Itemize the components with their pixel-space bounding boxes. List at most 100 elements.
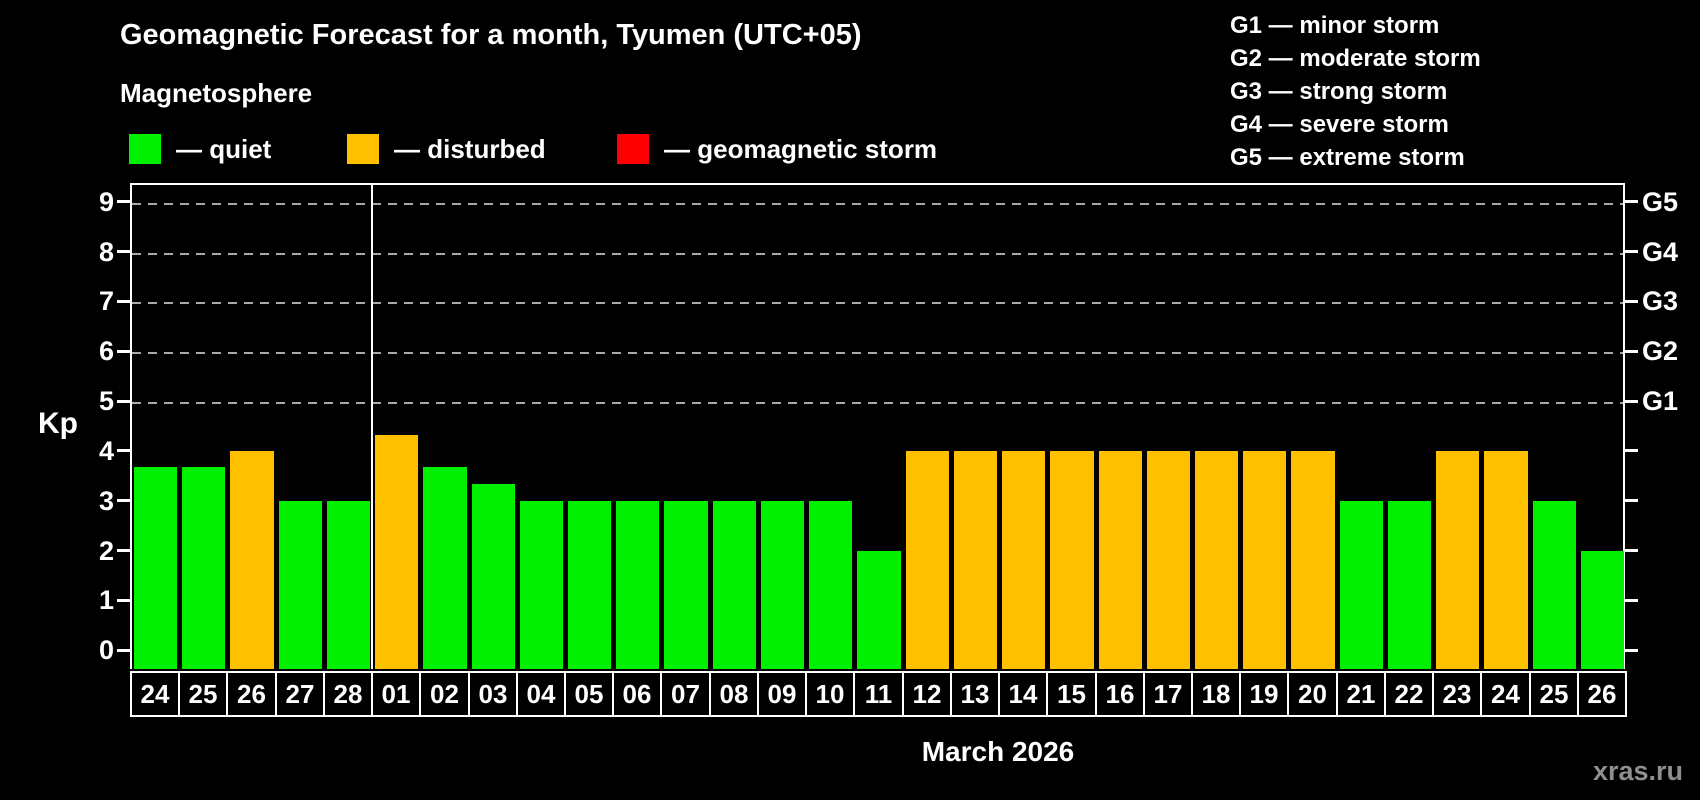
right-tick-kp9 (1625, 200, 1638, 204)
ytick-label-7: 7 (98, 286, 114, 317)
ytick-label-2: 2 (98, 535, 114, 566)
watermark: xras.ru (1592, 756, 1683, 786)
kp-bar-day-28 (327, 500, 370, 669)
left-tick-kp2 (117, 549, 130, 553)
kp-bar-day-10 (809, 500, 852, 669)
right-tick-kp1 (1625, 598, 1638, 602)
kp-bar-day-13 (954, 450, 997, 669)
month-label: March 2026 (921, 736, 1075, 767)
kp-bar-day-05 (568, 500, 611, 669)
date-cell-feb-27: 27 (275, 671, 325, 717)
kp-bar-day-04 (520, 500, 563, 669)
date-cell-mar-18: 18 (1191, 671, 1241, 717)
left-tick-kp8 (117, 250, 130, 254)
kp-bar-day-25 (1533, 500, 1576, 669)
storm-scale-line-g1: G1 — minor storm (1230, 12, 1440, 39)
date-axis-row: 24 25 26 27 28 01 02 03 04 05 06 07 08 09 10 11 12 13 14 15… (130, 671, 1629, 717)
gaxis-label-g5: G5 (1642, 186, 1679, 217)
gridline-kp7 (132, 302, 1623, 305)
date-cell-mar-23: 23 (1432, 671, 1482, 717)
date-cell-feb-26: 26 (226, 671, 277, 717)
date-cell-mar-11: 11 (853, 671, 904, 717)
kp-bar-day-23 (1436, 450, 1479, 669)
left-tick-kp1 (117, 598, 130, 602)
kp-bar-day-11 (857, 550, 901, 669)
date-cell-feb-24: 24 (130, 671, 180, 717)
chart-title: Geomagnetic Forecast for a month, Tyumen… (120, 19, 862, 51)
kp-bar-day-20 (1291, 450, 1335, 669)
date-cell-mar-05: 05 (564, 671, 614, 717)
date-cell-mar-12: 12 (902, 671, 952, 717)
left-tick-kp9 (117, 200, 130, 204)
kp-bar-day-06 (616, 500, 659, 669)
magnetosphere-subtitle: Magnetosphere (120, 78, 313, 108)
storm-scale-line-g4: G4 — severe storm (1230, 111, 1449, 138)
gridline-kp8 (132, 252, 1623, 255)
disturbed-color-swatch (347, 134, 379, 164)
legend-label-disturbed: — disturbed (394, 133, 546, 164)
kp-bar-day-22 (1388, 500, 1431, 669)
date-cell-mar-15: 15 (1046, 671, 1097, 717)
kp-bar-day-16 (1099, 450, 1142, 669)
right-tick-kp0 (1625, 648, 1638, 652)
gaxis-label-g1: G1 (1642, 386, 1679, 417)
ytick-label-4: 4 (98, 435, 114, 466)
storm-scale-line-g2: G2 — moderate storm (1230, 45, 1481, 72)
gridline-kp5 (132, 402, 1623, 405)
ytick-label-6: 6 (98, 336, 114, 367)
date-cell-mar-19: 19 (1239, 671, 1289, 717)
date-cell-mar-17: 17 (1143, 671, 1193, 717)
right-tick-kp4 (1625, 449, 1638, 453)
date-cell-mar-21: 21 (1336, 671, 1386, 717)
date-cell-mar-03: 03 (468, 671, 518, 717)
kp-bar-day-24 (1484, 450, 1528, 669)
kp-bar-day-02 (423, 467, 467, 669)
quiet-color-swatch (129, 134, 161, 164)
legend-label-quiet: — quiet (176, 133, 272, 164)
kp-bar-day-03 (472, 484, 515, 669)
ytick-label-9: 9 (98, 186, 114, 217)
right-tick-kp7 (1625, 299, 1638, 303)
month-separator-line (371, 185, 374, 669)
kp-bar-day-01 (375, 434, 418, 669)
kp-bar-day-17 (1147, 450, 1190, 669)
kp-bar-day-26 (230, 450, 274, 669)
kp-bar-day-26 (1581, 550, 1624, 669)
ytick-label-8: 8 (98, 236, 114, 267)
gaxis-label-g4: G4 (1642, 236, 1679, 267)
left-tick-kp3 (117, 499, 130, 503)
date-cell-mar-16: 16 (1095, 671, 1145, 717)
kp-bar-day-08 (713, 500, 756, 669)
legend-item-storm: — geomagnetic storm (617, 133, 937, 165)
gaxis-label-g3: G3 (1642, 286, 1679, 317)
date-cell-mar-08: 08 (709, 671, 759, 717)
date-cell-mar-13: 13 (950, 671, 1000, 717)
left-tick-kp4 (117, 449, 130, 453)
kp-bar-day-25 (182, 467, 225, 669)
kp-bar-day-19 (1243, 450, 1286, 669)
kp-bar-day-07 (664, 500, 708, 669)
ytick-label-0: 0 (98, 635, 114, 666)
storm-scale-line-g3: G3 — strong storm (1230, 78, 1448, 105)
date-cell-mar-06: 06 (612, 671, 662, 717)
date-cell-mar-26: 26 (1577, 671, 1627, 717)
kp-bar-day-21 (1340, 500, 1383, 669)
legend-label-storm: — geomagnetic storm (664, 133, 938, 164)
right-tick-kp6 (1625, 349, 1638, 353)
left-tick-kp5 (117, 399, 130, 403)
storm-scale-line-g5: G5 — extreme storm (1230, 144, 1465, 171)
left-tick-kp7 (117, 299, 130, 303)
kp-bar-day-14 (1002, 450, 1045, 669)
kp-bar-chart-plot-area (130, 183, 1625, 669)
gaxis-label-g2: G2 (1642, 336, 1679, 367)
date-cell-mar-24: 24 (1480, 671, 1531, 717)
date-cell-mar-20: 20 (1287, 671, 1338, 717)
storm-scale-legend: G1 — minor storm G2 — moderate storm G3 — … (1230, 9, 1481, 174)
date-cell-feb-28: 28 (323, 671, 373, 717)
kp-bar-day-24 (134, 467, 177, 669)
ytick-label-1: 1 (98, 585, 114, 616)
y-axis-title: Kp (38, 407, 78, 440)
date-cell-mar-10: 10 (805, 671, 855, 717)
ytick-label-5: 5 (98, 386, 114, 417)
legend-item-quiet: — quiet (129, 133, 271, 165)
